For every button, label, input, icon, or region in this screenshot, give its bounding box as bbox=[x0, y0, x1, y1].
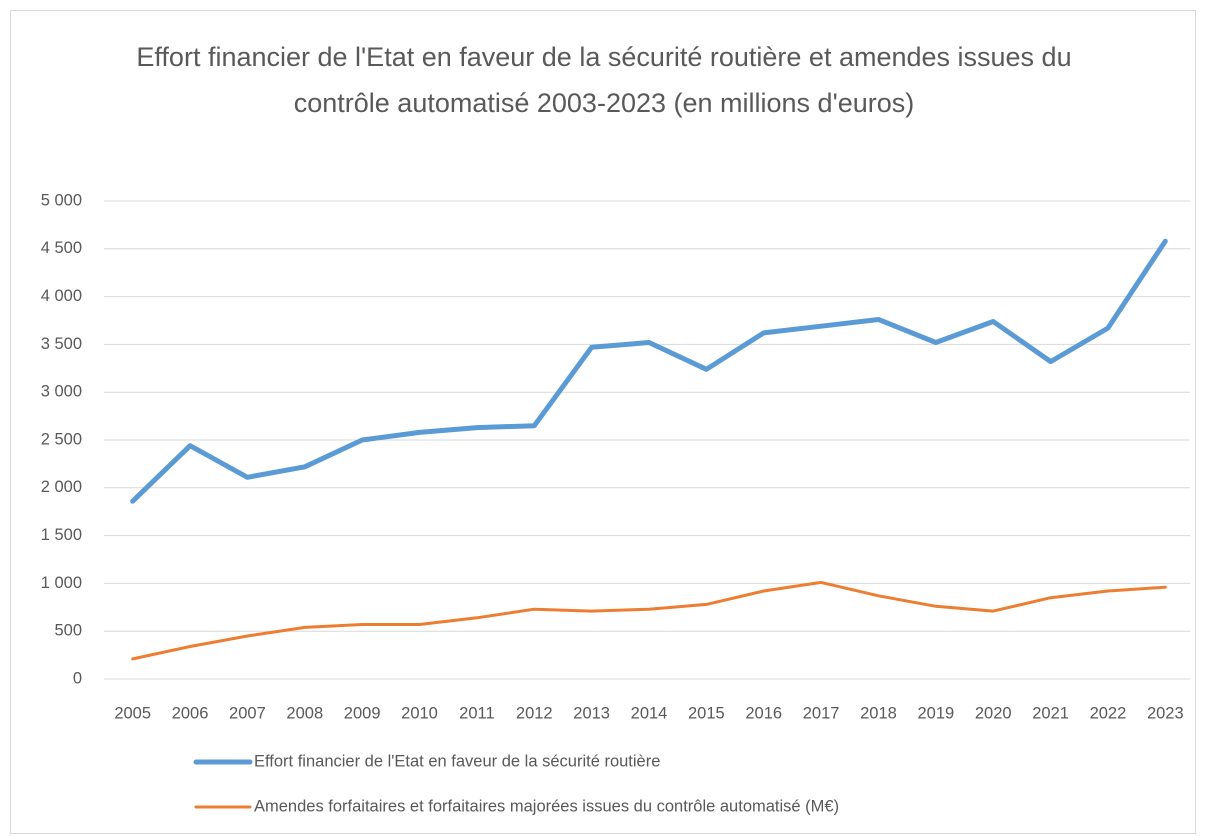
x-tick-label: 2011 bbox=[459, 704, 494, 722]
y-tick-label: 500 bbox=[54, 622, 82, 640]
series-line bbox=[131, 580, 1167, 661]
y-tick-label: 4 500 bbox=[41, 239, 82, 257]
x-tick-label: 2010 bbox=[401, 704, 438, 722]
x-tick-label: 2022 bbox=[1090, 704, 1127, 722]
y-tick-label: 2 000 bbox=[41, 478, 82, 496]
x-tick-label: 2014 bbox=[631, 704, 668, 722]
x-tick-label: 2015 bbox=[688, 704, 725, 722]
x-tick-label: 2020 bbox=[975, 704, 1012, 722]
x-tick-label: 2009 bbox=[344, 704, 381, 722]
chart-frame bbox=[10, 10, 1196, 834]
y-tick-label: 1 500 bbox=[41, 526, 82, 544]
x-tick-label: 2018 bbox=[860, 704, 897, 722]
x-tick-label: 2006 bbox=[172, 704, 209, 722]
chart-title: Effort financier de l'Etat en faveur de … bbox=[136, 42, 1072, 118]
x-tick-label: 2013 bbox=[573, 704, 610, 722]
y-tick-label: 4 000 bbox=[41, 287, 82, 305]
x-tick-label: 2016 bbox=[745, 704, 782, 722]
series-line bbox=[130, 238, 1168, 504]
x-tick-label: 2019 bbox=[917, 704, 954, 722]
x-tick-label: 2012 bbox=[516, 704, 553, 722]
legend-label: Amendes forfaitaires et forfaitaires maj… bbox=[254, 797, 839, 815]
y-tick-label: 5 000 bbox=[41, 191, 82, 209]
legend-label: Effort financier de l'Etat en faveur de … bbox=[254, 752, 660, 770]
y-tick-label: 0 bbox=[73, 669, 82, 687]
y-tick-label: 2 500 bbox=[41, 430, 82, 448]
x-tick-label: 2008 bbox=[286, 704, 323, 722]
x-tick-label: 2007 bbox=[229, 704, 266, 722]
y-tick-label: 3 500 bbox=[41, 335, 82, 353]
y-tick-label: 3 000 bbox=[41, 383, 82, 401]
x-tick-label: 2005 bbox=[114, 704, 151, 722]
y-tick-label: 1 000 bbox=[41, 574, 82, 592]
x-tick-label: 2021 bbox=[1032, 704, 1069, 722]
x-tick-label: 2023 bbox=[1147, 704, 1184, 722]
x-tick-label: 2017 bbox=[803, 704, 840, 722]
